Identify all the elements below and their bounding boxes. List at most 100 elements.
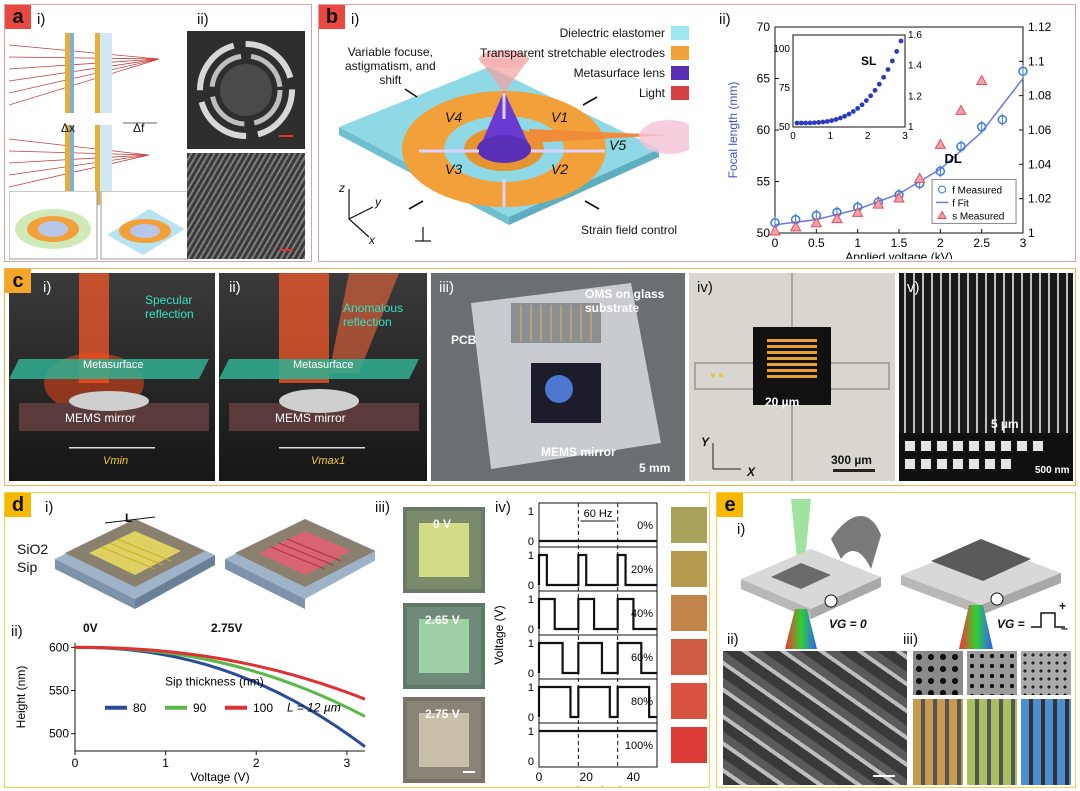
inset-point <box>837 115 843 121</box>
inset-y2-tick-label: 1.4 <box>908 61 922 72</box>
panel-a-badge: a <box>5 5 31 29</box>
inset-y2-tick-label: 1.6 <box>908 30 922 41</box>
inset-point <box>876 81 882 87</box>
length-note: L = 12 µm <box>287 700 341 714</box>
y2-tick-label: 1.04 <box>1028 157 1052 171</box>
panel-b: b i) ii) Dielectric elastomer <box>318 4 1076 262</box>
electrode-v2: V2 <box>551 161 569 177</box>
panel-c-badge: c <box>5 269 31 293</box>
legend-box <box>931 178 1017 224</box>
point-s-measured <box>810 216 823 228</box>
scale-5mm: 5 mm <box>639 461 671 475</box>
panel-a-sem-pillars <box>187 153 305 259</box>
y-axis-label: Voltage (V) <box>492 605 506 664</box>
pwm-pulse-chart: 0% 1 0 20% 1 0 40% 1 0 60% 1 0 80% 1 0 100% 1 0 60 Hz 0 20 40… <box>492 502 707 787</box>
y-tick-label: 0 <box>528 624 534 636</box>
x-tick-label: 1 <box>854 236 861 250</box>
electrode-v5: V5 <box>609 137 627 153</box>
y-tick-label: 1 <box>528 506 534 518</box>
electrode-v3: V3 <box>445 161 463 177</box>
duty-label: 100% <box>625 740 653 752</box>
legend-label: Metasurface lens <box>573 66 665 80</box>
x-axis-label: Applied voltage (kV) <box>845 250 952 259</box>
y-tick-label: 0 <box>528 756 534 768</box>
panel-c: c i) Specular reflection Metasurface MEM… <box>4 268 1076 486</box>
panel-e-sub-i: i) <box>737 521 746 538</box>
y-tick-label: 1 <box>528 594 534 606</box>
legend-swatch <box>671 46 689 60</box>
legend-label: Dielectric elastomer <box>559 26 665 40</box>
legend-label: 80 <box>133 701 147 715</box>
y-tick-label: 500 <box>49 727 69 741</box>
legend-label: 100 <box>253 701 273 715</box>
length-L-label: L <box>125 511 133 525</box>
point-s-measured <box>934 138 947 149</box>
sem-zoom <box>899 433 1073 481</box>
y-tick-label: 1 <box>528 638 534 650</box>
panel-c-iii <box>431 273 685 481</box>
point-s-measured <box>769 224 781 236</box>
x-tick-label: 1 <box>162 756 169 770</box>
pulse-trace <box>537 553 657 587</box>
x-tick-label: 0.5 <box>808 236 825 250</box>
y-axis-label: Height (nm) <box>14 666 28 729</box>
x-tick-label: 2 <box>253 756 260 770</box>
y-tick-label: 1 <box>528 550 534 562</box>
y2-tick-label: 1.1 <box>1028 54 1045 68</box>
metasurface-label-ii: Metasurface <box>293 359 354 371</box>
panel-a-delta-x: Δx <box>61 121 76 135</box>
inset-point <box>898 38 904 44</box>
sem-grid <box>913 651 1071 785</box>
duty-color-swatch <box>671 683 707 719</box>
vmin-label: Vmin <box>103 455 129 467</box>
color-swatch: 0 V <box>403 507 485 593</box>
inset-point <box>833 117 839 122</box>
inset-y-tick-label: 75 <box>779 83 791 94</box>
pulse-trace <box>537 685 657 719</box>
inset-point <box>811 120 817 126</box>
point-s-measured <box>955 104 967 115</box>
sio2-label: SiO2 <box>17 541 49 557</box>
axis-z-label: z <box>339 181 345 195</box>
legend-label-f-measured: f Measured <box>952 185 1002 196</box>
point-s-measured <box>913 172 926 183</box>
sem-slanted-grating <box>723 651 907 785</box>
swatch-column: 0 V 2.65 V 2.75 V <box>403 507 485 785</box>
inset-point <box>855 105 861 111</box>
panel-d-badge: d <box>5 493 31 517</box>
y-tick-label: 50 <box>757 226 771 240</box>
panel-e-badge: e <box>717 493 743 517</box>
legend-swatch <box>671 26 689 40</box>
x-tick-label: 3 <box>344 756 351 770</box>
minus-label: – <box>1061 621 1068 635</box>
legend-label-f-fit: f Fit <box>952 198 969 209</box>
panel-d-sub-ii: ii) <box>11 623 23 640</box>
point-s-measured <box>975 74 988 86</box>
inset-point <box>850 109 856 114</box>
duty-color-swatch <box>671 507 707 543</box>
inset-point <box>842 113 848 119</box>
panel-d-sub-i: i) <box>45 499 54 516</box>
y2-tick-label: 1.12 <box>1028 20 1052 34</box>
inset-point <box>829 118 835 123</box>
legend-label: Light <box>638 86 665 100</box>
scale-20um: 20 µm <box>765 395 800 409</box>
point-f-measured <box>1018 66 1028 77</box>
point-s-measured <box>851 206 864 217</box>
inset-y-tick-label: 100 <box>773 44 790 55</box>
point-f-measured <box>935 166 946 176</box>
x-tick-label: 20 <box>580 770 594 784</box>
panel-e-sub-ii: ii) <box>727 631 739 648</box>
inset-point <box>881 74 887 80</box>
panel-b-variable-caption: Variable focuse, astigmatism, and shift <box>345 45 436 87</box>
inset-point <box>859 102 865 108</box>
x-tick-label: 2 <box>937 236 944 250</box>
inset-point <box>863 98 869 103</box>
plus-label: + <box>1059 599 1067 613</box>
inset-point <box>824 119 830 124</box>
series-line-100 <box>74 645 366 701</box>
inset-x-tick-label: 3 <box>902 131 908 142</box>
axis-x-label: x <box>369 233 375 247</box>
oms-label: OMS on glass substrate <box>585 287 665 315</box>
inset-y2-tick-label: 1.2 <box>908 91 922 102</box>
